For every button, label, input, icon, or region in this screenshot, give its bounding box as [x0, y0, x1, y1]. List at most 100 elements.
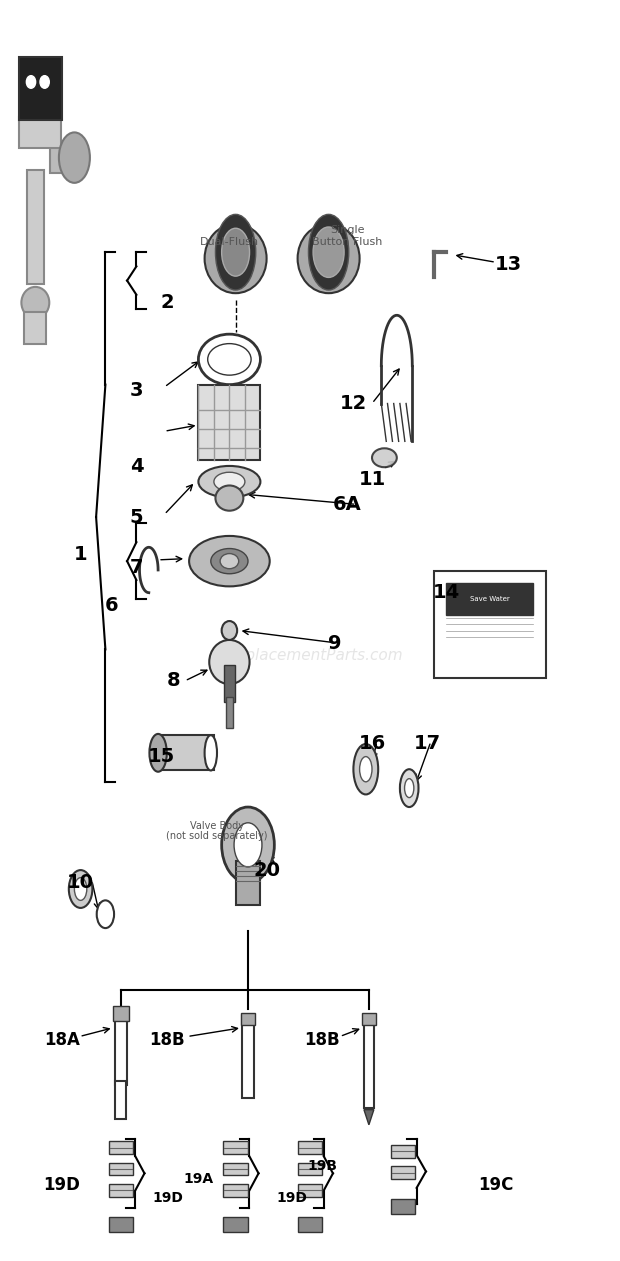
Text: Valve Body: Valve Body — [190, 821, 244, 831]
FancyBboxPatch shape — [50, 141, 74, 174]
FancyBboxPatch shape — [108, 1217, 133, 1232]
FancyBboxPatch shape — [223, 1163, 248, 1175]
FancyBboxPatch shape — [108, 1184, 133, 1197]
FancyBboxPatch shape — [223, 1141, 248, 1154]
Ellipse shape — [234, 823, 262, 868]
Text: 19B: 19B — [308, 1159, 337, 1174]
Text: 11: 11 — [358, 469, 386, 489]
FancyBboxPatch shape — [108, 1163, 133, 1175]
Ellipse shape — [69, 870, 92, 908]
FancyBboxPatch shape — [27, 170, 44, 284]
FancyBboxPatch shape — [391, 1145, 415, 1158]
Text: Single: Single — [330, 224, 365, 235]
Text: 18B: 18B — [149, 1031, 185, 1049]
Text: 4: 4 — [130, 456, 143, 477]
Text: 6A: 6A — [333, 494, 361, 514]
Ellipse shape — [74, 878, 87, 900]
Text: 20: 20 — [253, 860, 280, 880]
Text: 17: 17 — [414, 734, 441, 754]
Text: 12: 12 — [340, 393, 367, 414]
FancyBboxPatch shape — [236, 860, 260, 905]
Ellipse shape — [222, 622, 237, 641]
Ellipse shape — [205, 224, 267, 294]
Text: 19D: 19D — [152, 1190, 183, 1206]
Ellipse shape — [198, 465, 260, 498]
Ellipse shape — [222, 228, 249, 276]
Polygon shape — [364, 1110, 374, 1125]
Ellipse shape — [353, 744, 378, 794]
Ellipse shape — [220, 554, 239, 569]
Text: 7: 7 — [130, 557, 143, 578]
Ellipse shape — [360, 757, 372, 782]
Ellipse shape — [405, 778, 414, 798]
Ellipse shape — [214, 473, 245, 491]
Ellipse shape — [210, 641, 249, 683]
FancyBboxPatch shape — [158, 735, 214, 770]
Text: 18A: 18A — [44, 1031, 80, 1049]
FancyBboxPatch shape — [224, 665, 235, 702]
Ellipse shape — [372, 448, 397, 467]
Text: 8: 8 — [167, 671, 180, 691]
Ellipse shape — [59, 132, 90, 183]
Ellipse shape — [21, 286, 50, 319]
Text: 19D: 19D — [276, 1190, 307, 1206]
Text: Button Flush: Button Flush — [312, 237, 383, 247]
FancyBboxPatch shape — [108, 1141, 133, 1154]
Text: 14: 14 — [433, 583, 460, 603]
Text: Dual-Flush: Dual-Flush — [200, 237, 259, 247]
FancyBboxPatch shape — [226, 696, 232, 728]
FancyBboxPatch shape — [25, 311, 46, 343]
Text: 1: 1 — [74, 545, 87, 565]
Ellipse shape — [298, 224, 360, 294]
Text: eReplacementParts.com: eReplacementParts.com — [216, 648, 404, 663]
Ellipse shape — [222, 807, 275, 883]
FancyBboxPatch shape — [242, 1016, 254, 1097]
Text: 5: 5 — [130, 507, 143, 527]
Ellipse shape — [211, 549, 248, 574]
FancyBboxPatch shape — [298, 1217, 322, 1232]
Text: 13: 13 — [495, 255, 522, 275]
FancyBboxPatch shape — [298, 1163, 322, 1175]
FancyBboxPatch shape — [434, 570, 546, 678]
FancyBboxPatch shape — [223, 1217, 248, 1232]
FancyBboxPatch shape — [391, 1166, 415, 1179]
FancyBboxPatch shape — [19, 116, 61, 149]
Text: (not sold separately): (not sold separately) — [166, 831, 268, 841]
Ellipse shape — [309, 214, 348, 290]
FancyBboxPatch shape — [198, 385, 260, 460]
Text: Save Water: Save Water — [470, 596, 510, 601]
Text: 15: 15 — [148, 747, 175, 767]
Ellipse shape — [400, 769, 419, 807]
Text: 6: 6 — [105, 595, 118, 615]
Ellipse shape — [313, 227, 344, 277]
FancyBboxPatch shape — [115, 1016, 127, 1084]
Text: 3: 3 — [130, 381, 143, 401]
Ellipse shape — [97, 900, 114, 928]
Text: 9: 9 — [328, 633, 342, 653]
Ellipse shape — [205, 735, 217, 770]
Ellipse shape — [216, 485, 243, 511]
Text: 19A: 19A — [184, 1171, 213, 1187]
Ellipse shape — [198, 334, 260, 385]
Text: 10: 10 — [67, 873, 94, 893]
Text: 19C: 19C — [478, 1177, 514, 1194]
Text: 18B: 18B — [304, 1031, 340, 1049]
FancyBboxPatch shape — [298, 1141, 322, 1154]
FancyBboxPatch shape — [391, 1199, 415, 1214]
FancyBboxPatch shape — [223, 1184, 248, 1197]
FancyBboxPatch shape — [446, 583, 533, 614]
Text: 16: 16 — [358, 734, 386, 754]
Ellipse shape — [149, 734, 167, 772]
Text: 19D: 19D — [43, 1177, 81, 1194]
FancyBboxPatch shape — [241, 1013, 255, 1025]
FancyBboxPatch shape — [364, 1016, 374, 1108]
Ellipse shape — [40, 76, 49, 88]
Ellipse shape — [208, 343, 251, 376]
FancyBboxPatch shape — [115, 1081, 126, 1119]
FancyBboxPatch shape — [362, 1013, 376, 1025]
Ellipse shape — [216, 214, 255, 290]
FancyBboxPatch shape — [19, 57, 62, 120]
Ellipse shape — [26, 76, 35, 88]
FancyBboxPatch shape — [298, 1184, 322, 1197]
Text: 2: 2 — [161, 293, 174, 313]
